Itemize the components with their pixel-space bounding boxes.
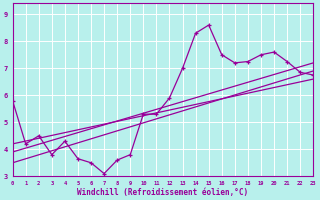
X-axis label: Windchill (Refroidissement éolien,°C): Windchill (Refroidissement éolien,°C) [77, 188, 249, 197]
